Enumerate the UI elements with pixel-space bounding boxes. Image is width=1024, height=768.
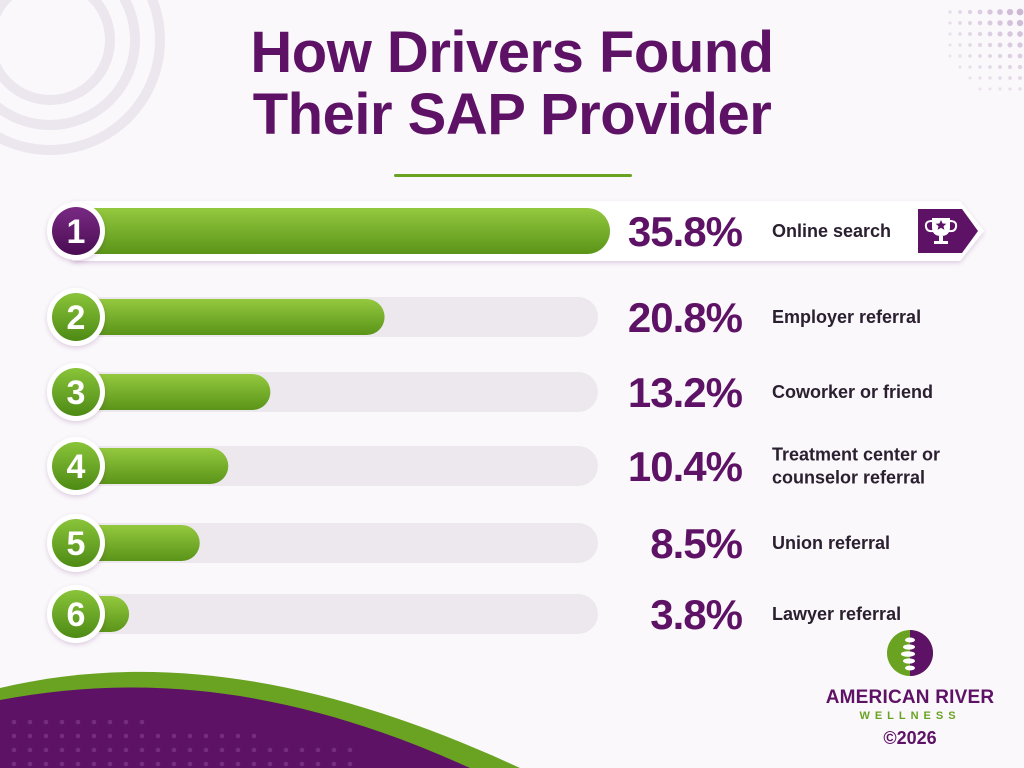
rank-number: 4	[67, 448, 86, 486]
value-label: 3.8%	[650, 591, 742, 638]
title-line-1: How Drivers Found	[250, 20, 774, 85]
rank-number: 2	[67, 299, 86, 337]
bar-row-2: 2 20.8% Employer referral	[47, 288, 921, 346]
value-label: 10.4%	[628, 443, 743, 490]
rank-badge-fill	[52, 442, 100, 490]
rank-badge-fill	[52, 207, 100, 255]
title-line-2: Their SAP Provider	[252, 82, 772, 147]
category-label: Online search	[772, 221, 891, 241]
trophy-star	[935, 220, 947, 230]
brand-logo: AMERICAN RIVER WELLNESS ©2026	[820, 628, 1000, 749]
rank-number: 3	[67, 374, 86, 412]
rank-badge-fill	[52, 519, 100, 567]
rank-badge-fill	[52, 590, 100, 638]
bar-row-5: 5 8.5% Union referral	[47, 514, 890, 572]
chart-title: How Drivers Found Their SAP Provider	[0, 22, 1024, 146]
bar-row-6: 6 3.8% Lawyer referral	[47, 585, 901, 643]
bar-track	[72, 523, 598, 563]
category-label: Coworker or friend	[772, 382, 933, 402]
logo-subtitle: WELLNESS	[859, 710, 961, 722]
copyright: ©2026	[883, 728, 937, 748]
title-underline	[394, 174, 632, 177]
spine-logo-icon	[887, 630, 933, 676]
trophy-stem	[939, 236, 943, 241]
category-label: Treatment center or	[772, 445, 940, 465]
value-label: 35.8%	[628, 208, 743, 255]
trophy-handle-right	[948, 220, 958, 233]
bar	[72, 525, 200, 561]
rank-number: 1	[67, 213, 86, 251]
bar-row-3: 3 13.2% Coworker or friend	[47, 363, 933, 421]
rank-badge-fill	[52, 368, 100, 416]
trophy-icon	[918, 209, 978, 253]
category-label: Lawyer referral	[772, 604, 901, 624]
bar-row-1: 1 35.8% Online search	[47, 201, 984, 261]
rank-number: 5	[67, 525, 86, 563]
rank-badge-fill	[52, 293, 100, 341]
trophy-handle-left	[924, 220, 934, 233]
value-label: 8.5%	[650, 520, 742, 567]
value-label: 20.8%	[628, 294, 743, 341]
category-label: Employer referral	[772, 307, 921, 327]
logo-name: AMERICAN RIVER	[825, 687, 995, 708]
bar-track	[72, 594, 598, 634]
rank-number: 6	[67, 596, 86, 634]
bar	[72, 299, 385, 335]
bar	[72, 374, 271, 410]
trophy-base	[934, 241, 948, 244]
value-label: 13.2%	[628, 369, 743, 416]
bar	[72, 208, 610, 254]
category-label: counselor referral	[772, 468, 925, 488]
bar	[72, 448, 229, 484]
category-label: Union referral	[772, 533, 890, 553]
bar-row-4: 4 10.4% Treatment center or counselor refer…	[47, 437, 940, 495]
